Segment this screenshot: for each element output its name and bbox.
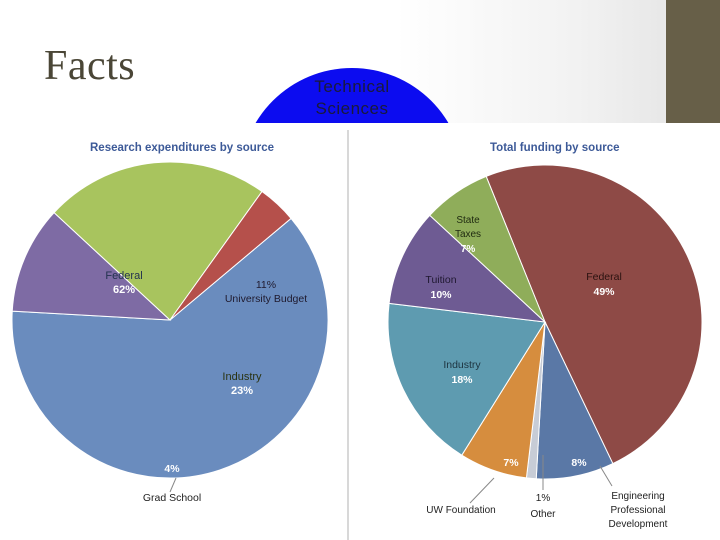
label-tuition: Tuition	[425, 274, 456, 286]
badge-line-1: Technical	[314, 77, 390, 96]
label-state-taxes-1: State	[456, 215, 480, 226]
pie-slice-federal	[485, 164, 703, 465]
pct-other: 1%	[536, 493, 551, 504]
pie-slice-state-taxes	[429, 175, 546, 323]
badge-label: Technical Sciences	[232, 76, 472, 120]
pct-university-budget: 11%	[256, 279, 276, 291]
badge-clip	[230, 60, 470, 124]
label-university-budget: University Budget	[225, 293, 307, 305]
pct-industry-left: 23%	[231, 385, 253, 397]
right-pie	[387, 164, 703, 480]
pie-slice-federal	[11, 217, 329, 479]
pct-industry-right: 18%	[451, 374, 473, 386]
chart-divider	[347, 130, 349, 540]
label-industry-left: Industry	[222, 371, 262, 383]
pct-federal-right: 49%	[593, 286, 615, 298]
pie-slice-tuition	[388, 214, 547, 323]
pct-federal-left: 62%	[113, 284, 135, 296]
label-state-taxes-2: Taxes	[455, 229, 481, 240]
pie-slice-industry	[387, 302, 546, 456]
pct-state-taxes: 7%	[461, 244, 476, 255]
slide-title: Facts	[44, 43, 136, 89]
pct-uw-foundation: 7%	[503, 457, 519, 469]
label-uw-foundation: UW Foundation	[426, 505, 495, 516]
label-epd-2: Professional	[610, 505, 665, 516]
label-grad-school: Grad School	[143, 492, 201, 504]
label-federal-left: Federal	[105, 270, 142, 282]
right-chart-title: Total funding by source	[490, 142, 620, 154]
left-pie	[11, 161, 329, 479]
badge-line-2: Sciences	[315, 99, 389, 118]
pie-slice-grad-school	[169, 190, 292, 321]
pie-slice-university-budget	[11, 211, 172, 321]
label-epd-3: Development	[609, 519, 668, 530]
label-federal-right: Federal	[586, 271, 622, 283]
left-chart-title: Research expenditures by source	[90, 142, 275, 154]
pie-slice-industry	[53, 161, 263, 321]
pct-grad-school: 4%	[164, 463, 180, 475]
pct-epd: 8%	[571, 457, 587, 469]
right-pie-labels: Federal 49% 8% Engineering Professional …	[425, 215, 667, 530]
pct-tuition: 10%	[430, 289, 452, 301]
label-epd-1: Engineering	[611, 491, 664, 502]
accent-side-bar	[666, 0, 720, 123]
label-other: Other	[530, 509, 556, 520]
label-industry-right: Industry	[443, 359, 481, 371]
left-pie-labels: Federal 62% 11% University Budget Indust…	[105, 270, 307, 504]
